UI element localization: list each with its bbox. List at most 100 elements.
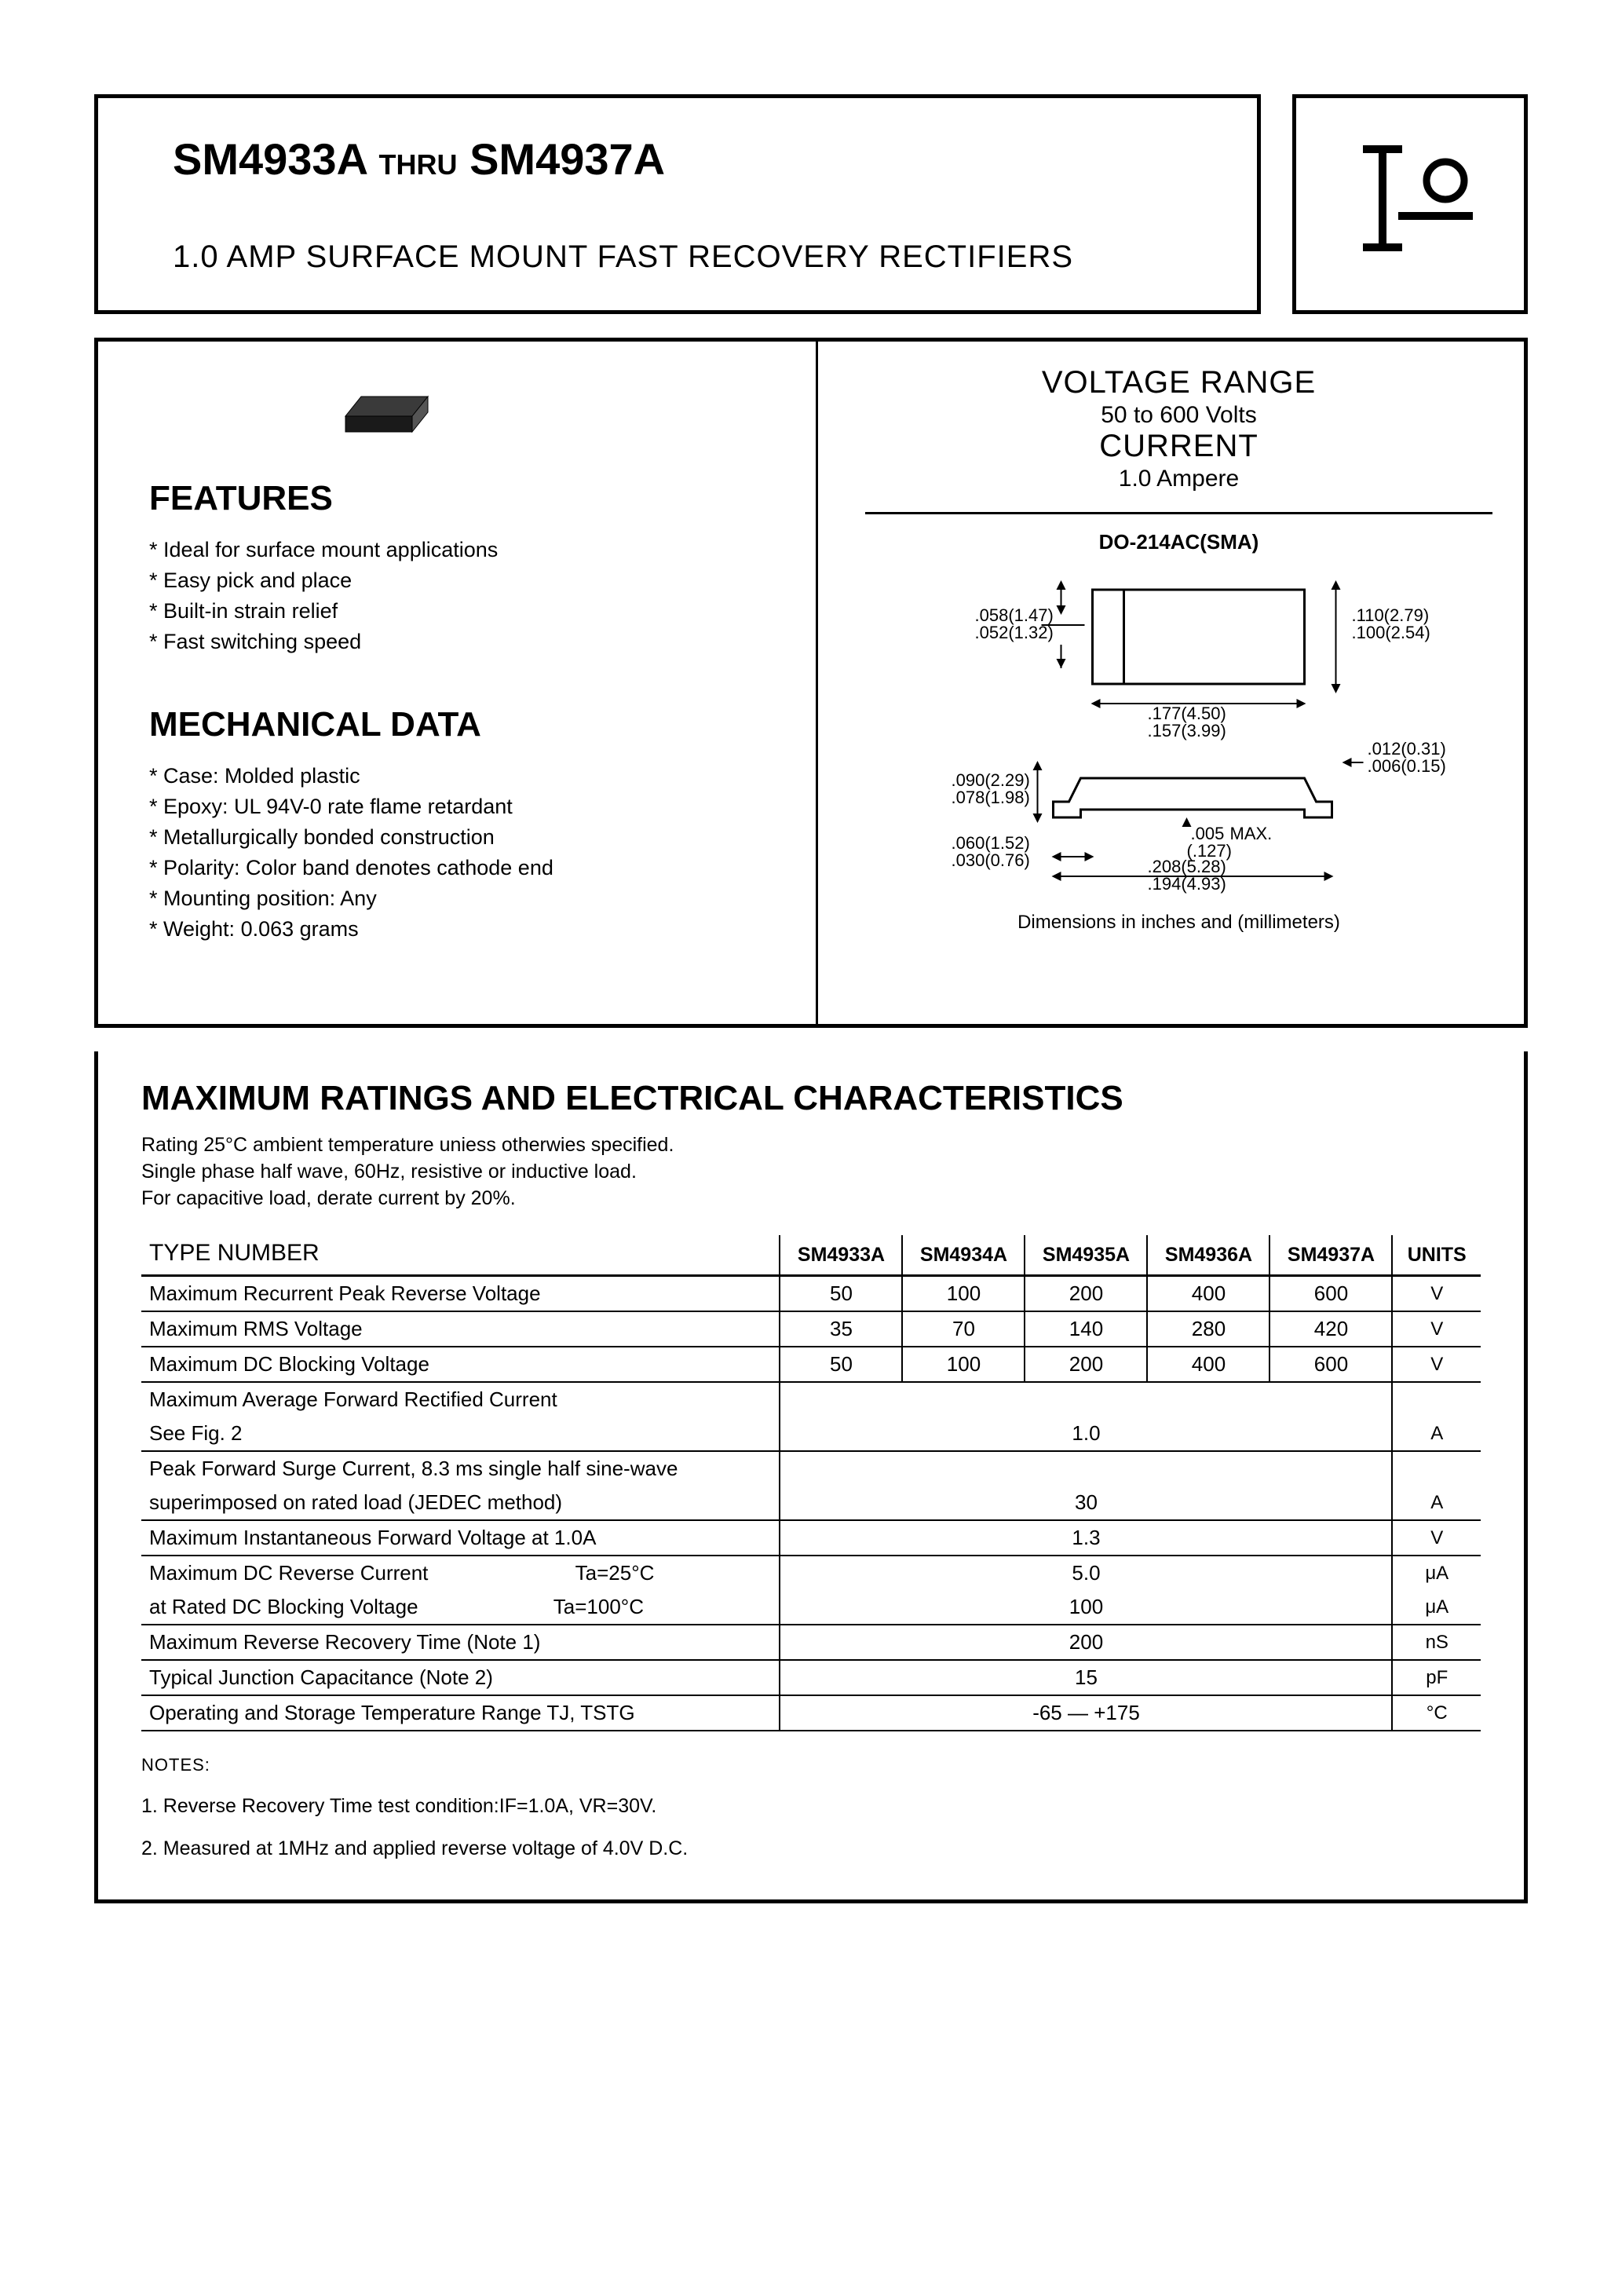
param-cell: Operating and Storage Temperature Range …	[141, 1695, 780, 1731]
ratings-section: MAXIMUM RATINGS AND ELECTRICAL CHARACTER…	[94, 1051, 1528, 1903]
value-cell: 600	[1269, 1347, 1392, 1382]
mech-item: Polarity: Color band denotes cathode end	[149, 856, 776, 880]
voltage-range-heading: VOLTAGE RANGE	[865, 365, 1492, 400]
value-cell: 50	[780, 1276, 902, 1312]
col-header: SM4933A	[780, 1235, 902, 1276]
unit-cell: V	[1392, 1520, 1481, 1556]
dim: .157(3.99)	[1148, 721, 1226, 740]
value-cell: 600	[1269, 1276, 1392, 1312]
intro-line: Single phase half wave, 60Hz, resistive …	[141, 1159, 1481, 1186]
value-cell: 100	[902, 1347, 1025, 1382]
table-row: Maximum Average Forward Rectified Curren…	[141, 1382, 1481, 1417]
param-cell: Maximum DC Blocking Voltage	[141, 1347, 780, 1382]
voltage-range-value: 50 to 600 Volts	[865, 402, 1492, 429]
table-row: Maximum Reverse Recovery Time (Note 1) 2…	[141, 1625, 1481, 1660]
value-cell	[780, 1451, 1392, 1486]
dim: .100(2.54)	[1352, 623, 1430, 642]
param-cell: Maximum Average Forward Rectified Curren…	[141, 1382, 780, 1417]
feature-item: Easy pick and place	[149, 569, 776, 593]
package-3d-icon	[330, 373, 776, 448]
right-column: VOLTAGE RANGE 50 to 600 Volts CURRENT 1.…	[818, 342, 1524, 1024]
value-cell: 5.0	[780, 1556, 1392, 1590]
ratings-table: TYPE NUMBER SM4933A SM4934A SM4935A SM49…	[141, 1235, 1481, 1731]
logo-box	[1292, 94, 1528, 314]
value-cell: 400	[1147, 1276, 1269, 1312]
table-row: Operating and Storage Temperature Range …	[141, 1695, 1481, 1731]
current-value: 1.0 Ampere	[865, 466, 1492, 492]
dim: .194(4.93)	[1148, 874, 1226, 894]
param-text: Maximum DC Reverse Current	[149, 1561, 428, 1585]
param-cell: Maximum RMS Voltage	[141, 1311, 780, 1347]
header-row: SM4933A THRU SM4937A 1.0 AMP SURFACE MOU…	[94, 94, 1528, 314]
unit-cell	[1392, 1451, 1481, 1486]
unit-cell: A	[1392, 1486, 1481, 1520]
mech-item: Epoxy: UL 94V-0 rate flame retardant	[149, 795, 776, 819]
param-cell: See Fig. 2	[141, 1417, 780, 1451]
dim: .006(0.15)	[1368, 756, 1446, 776]
dim: .030(0.76)	[952, 850, 1030, 870]
param-cell: at Rated DC Blocking Voltage Ta=100°C	[141, 1590, 780, 1625]
unit-cell: °C	[1392, 1695, 1481, 1731]
unit-cell	[1392, 1382, 1481, 1417]
note-item: 1. Reverse Recovery Time test condition:…	[141, 1795, 1481, 1818]
unit-cell: μA	[1392, 1556, 1481, 1590]
feature-item: Fast switching speed	[149, 630, 776, 654]
intro-line: Rating 25°C ambient temperature uniess o…	[141, 1132, 1481, 1159]
value-cell: 280	[1147, 1311, 1269, 1347]
value-cell: 420	[1269, 1311, 1392, 1347]
ratings-heading: MAXIMUM RATINGS AND ELECTRICAL CHARACTER…	[141, 1079, 1481, 1118]
unit-cell: μA	[1392, 1590, 1481, 1625]
value-cell: -65 — +175	[780, 1695, 1392, 1731]
value-cell: 200	[1025, 1276, 1147, 1312]
unit-cell: V	[1392, 1347, 1481, 1382]
table-row: Maximum DC Blocking Voltage 50 100 200 4…	[141, 1347, 1481, 1382]
table-row: See Fig. 2 1.0 A	[141, 1417, 1481, 1451]
feature-item: Ideal for surface mount applications	[149, 538, 776, 562]
value-cell: 35	[780, 1311, 902, 1347]
unit-cell: nS	[1392, 1625, 1481, 1660]
value-cell: 100	[902, 1276, 1025, 1312]
col-header: SM4937A	[1269, 1235, 1392, 1276]
features-heading: FEATURES	[149, 479, 776, 518]
left-column: FEATURES Ideal for surface mount applica…	[98, 342, 818, 1024]
thru-text: THRU	[379, 148, 458, 181]
ratings-intro: Rating 25°C ambient temperature uniess o…	[141, 1132, 1481, 1212]
table-row: Maximum RMS Voltage 35 70 140 280 420 V	[141, 1311, 1481, 1347]
value-cell: 100	[780, 1590, 1392, 1625]
part-from: SM4933A	[173, 134, 367, 184]
feature-item: Built-in strain relief	[149, 599, 776, 623]
param-cell: Typical Junction Capacitance (Note 2)	[141, 1660, 780, 1695]
value-cell: 200	[780, 1625, 1392, 1660]
title-box: SM4933A THRU SM4937A 1.0 AMP SURFACE MOU…	[94, 94, 1261, 314]
mech-item: Mounting position: Any	[149, 887, 776, 911]
dim: MAX.	[1230, 824, 1273, 843]
col-header: SM4935A	[1025, 1235, 1147, 1276]
col-header: SM4934A	[902, 1235, 1025, 1276]
body-row: FEATURES Ideal for surface mount applica…	[94, 338, 1528, 1028]
table-header-row: TYPE NUMBER SM4933A SM4934A SM4935A SM49…	[141, 1235, 1481, 1276]
mech-item: Case: Molded plastic	[149, 764, 776, 788]
table-row: Maximum Instantaneous Forward Voltage at…	[141, 1520, 1481, 1556]
value-cell: 400	[1147, 1347, 1269, 1382]
unit-cell: V	[1392, 1311, 1481, 1347]
dim: .078(1.98)	[952, 788, 1030, 807]
intro-line: For capacitive load, derate current by 2…	[141, 1186, 1481, 1212]
param-cond: Ta=25°C	[575, 1561, 655, 1585]
value-cell: 30	[780, 1486, 1392, 1520]
param-cell: Maximum Recurrent Peak Reverse Voltage	[141, 1276, 780, 1312]
value-cell: 1.0	[780, 1417, 1392, 1451]
param-cell: Maximum Instantaneous Forward Voltage at…	[141, 1520, 780, 1556]
value-cell: 1.3	[780, 1520, 1392, 1556]
mechanical-list: Case: Molded plastic Epoxy: UL 94V-0 rat…	[149, 764, 776, 941]
units-header: UNITS	[1392, 1235, 1481, 1276]
unit-cell: A	[1392, 1417, 1481, 1451]
param-text: at Rated DC Blocking Voltage	[149, 1595, 418, 1618]
table-row: at Rated DC Blocking Voltage Ta=100°C 10…	[141, 1590, 1481, 1625]
value-cell	[780, 1382, 1392, 1417]
table-row: superimposed on rated load (JEDEC method…	[141, 1486, 1481, 1520]
part-to: SM4937A	[469, 134, 665, 184]
param-cond: Ta=100°C	[553, 1595, 644, 1618]
product-subtitle: 1.0 AMP SURFACE MOUNT FAST RECOVERY RECT…	[173, 239, 1214, 275]
type-number-header: TYPE NUMBER	[141, 1235, 780, 1276]
mech-item: Weight: 0.063 grams	[149, 917, 776, 941]
